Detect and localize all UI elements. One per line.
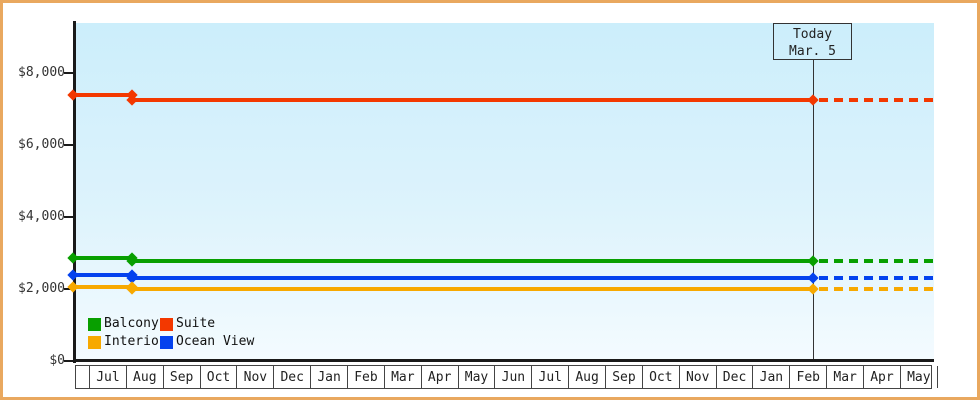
ocean-view-line-segment <box>131 275 813 280</box>
month-cell: Apr <box>420 366 458 388</box>
legend-label: Interior <box>104 334 167 349</box>
month-label: Nov <box>243 369 268 385</box>
suite-line-segment <box>131 97 813 102</box>
legend-item-interior: Interior <box>88 335 167 349</box>
month-label: Oct <box>649 369 673 385</box>
month-label: Dec <box>722 369 747 385</box>
y-axis-tick-label: $6,000 <box>18 136 65 152</box>
y-axis-tick <box>64 359 73 362</box>
month-label: Dec <box>280 369 304 385</box>
month-cell: Nov <box>678 366 716 388</box>
today-label: Today <box>792 27 833 42</box>
y-axis-line <box>73 21 76 363</box>
month-cell: May <box>457 366 495 388</box>
month-cell: Aug <box>568 366 605 388</box>
today-date-label: Mar. 5 <box>789 44 837 59</box>
month-label: Aug <box>575 369 599 385</box>
month-label: Apr <box>870 369 894 385</box>
ocean-view-projection-dashed-line <box>818 275 934 280</box>
legend-swatch-interior <box>88 335 101 349</box>
month-label: Sep <box>169 369 194 385</box>
month-label: Feb <box>796 369 820 385</box>
month-label: Sep <box>612 369 636 385</box>
month-label: Oct <box>206 369 231 385</box>
month-cell: Apr <box>863 366 900 388</box>
interior-line-segment <box>73 284 132 289</box>
month-label: Jan <box>317 369 341 385</box>
month-cell: Aug <box>125 366 163 388</box>
interior-line-segment <box>131 286 813 291</box>
y-axis-tick-label: $8,000 <box>18 65 65 80</box>
today-marker-box: Today Mar. 5 <box>773 23 853 60</box>
y-axis-tick-label: $2,000 <box>18 280 65 296</box>
month-label: Mar <box>391 369 415 385</box>
price-history-chart: $8,000 $6,000 $4,000 $2,000 $0 Jul Aug Sep Oct No… <box>3 3 977 397</box>
month-cell: Nov <box>236 366 273 388</box>
month-cell: Mar <box>383 366 421 388</box>
legend-swatch-ocean-view <box>160 335 173 349</box>
x-axis-line <box>73 359 934 362</box>
month-cell: May <box>899 366 937 388</box>
month-cell: Dec <box>715 366 753 388</box>
month-cell: Sep <box>605 366 642 388</box>
month-cell: Mar <box>826 366 863 388</box>
month-label: May <box>464 369 489 385</box>
month-cell: Jun <box>494 366 531 388</box>
month-label: Nov <box>685 369 710 385</box>
legend-label: Suite <box>176 316 216 331</box>
legend-item-suite: Suite <box>160 317 215 331</box>
month-cell: Feb <box>789 366 826 388</box>
y-axis-tick <box>64 72 73 74</box>
today-line <box>812 60 814 362</box>
month-label: Jul <box>96 369 120 385</box>
month-cell: Jul <box>89 366 126 388</box>
month-label: Jun <box>501 369 526 385</box>
month-cell: Jan <box>310 366 347 388</box>
month-cell-empty <box>936 366 938 388</box>
balcony-projection-dashed-line <box>818 258 934 263</box>
month-label: May <box>907 369 931 385</box>
plot-area <box>75 23 934 361</box>
balcony-line-segment <box>73 255 132 260</box>
ocean-view-line-segment <box>73 273 132 278</box>
y-axis-tick <box>64 215 73 218</box>
legend-item-ocean-view: Ocean View <box>160 335 254 349</box>
interior-projection-dashed-line <box>818 286 934 291</box>
suite-projection-dashed-line <box>818 97 934 102</box>
month-cell: Jan <box>752 366 789 388</box>
suite-line-segment <box>73 92 132 97</box>
month-cell: Oct <box>641 366 679 388</box>
month-cell: Sep <box>162 366 200 388</box>
month-cell: Oct <box>199 366 237 388</box>
y-axis-tick-label: $4,000 <box>18 208 65 224</box>
balcony-line-segment <box>131 258 813 263</box>
legend-swatch-suite <box>160 317 173 331</box>
x-axis-month-row: Jul Aug Sep Oct Nov Dec Jan Feb Mar Apr May Jun Jul A… <box>75 365 938 389</box>
y-axis-tick-label: $0 <box>49 352 65 368</box>
month-label: Jul <box>538 369 562 385</box>
legend-item-balcony: Balcony <box>88 317 159 331</box>
legend-label: Ocean View <box>176 334 255 349</box>
month-cell: Jul <box>531 366 568 388</box>
month-label: Apr <box>427 369 452 385</box>
month-cell: Dec <box>273 366 310 388</box>
y-axis-tick <box>64 143 73 146</box>
legend-label: Balcony <box>104 316 159 331</box>
month-cell-empty <box>76 366 89 388</box>
month-cell: Feb <box>347 366 384 388</box>
month-label: Jan <box>759 369 784 385</box>
legend-swatch-balcony <box>88 317 101 331</box>
month-label: Feb <box>354 369 378 385</box>
month-label: Mar <box>833 369 857 385</box>
month-label: Aug <box>133 369 157 385</box>
